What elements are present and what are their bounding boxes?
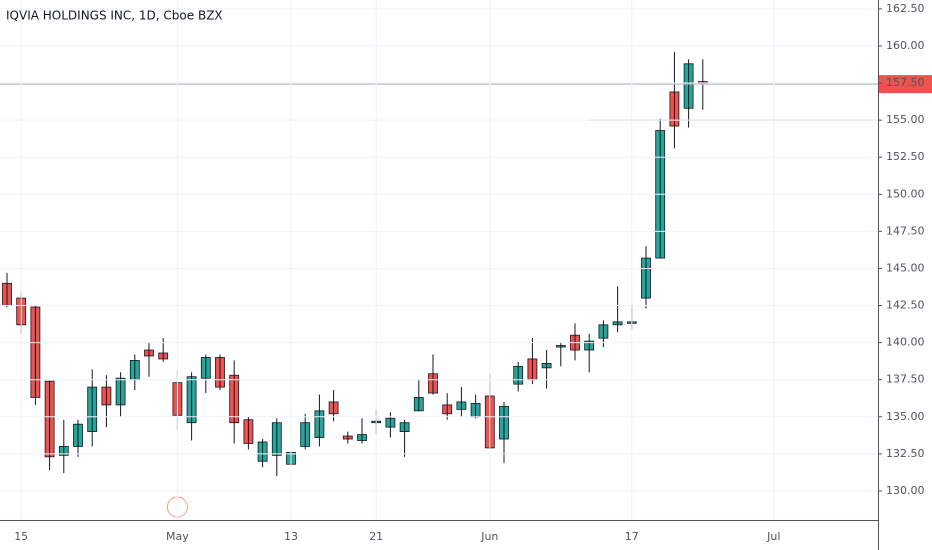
- y-tick-label: 155.00: [886, 113, 925, 126]
- y-tick-label: 140.00: [886, 336, 925, 349]
- y-tick-label: 145.00: [886, 261, 925, 274]
- y-tick-label: 150.00: [886, 187, 925, 200]
- x-tick-label: 17: [625, 530, 639, 543]
- x-tick-label: Jun: [480, 530, 498, 543]
- y-tick-label: 162.50: [886, 2, 925, 15]
- x-tick-label: 15: [14, 530, 28, 543]
- x-tick-label: 21: [369, 530, 383, 543]
- y-tick-label: 160.00: [886, 39, 925, 52]
- y-tick-label: 135.00: [886, 410, 925, 423]
- y-tick-label: 130.00: [886, 484, 925, 497]
- y-tick-label: 142.50: [886, 299, 925, 312]
- y-tick-label: 137.50: [886, 373, 925, 386]
- y-tick-label: 152.50: [886, 150, 925, 163]
- x-tick-label: Jul: [766, 530, 780, 543]
- x-tick-label: 13: [284, 530, 298, 543]
- last-price-badge: [879, 75, 932, 94]
- y-tick-label: 157.50: [886, 76, 925, 89]
- y-tick-label: 132.50: [886, 447, 925, 460]
- y-tick-label: 147.50: [886, 224, 925, 237]
- chart-title: IQVIA HOLDINGS INC, 1D, Cboe BZX: [6, 9, 223, 23]
- x-tick-label: May: [166, 530, 189, 543]
